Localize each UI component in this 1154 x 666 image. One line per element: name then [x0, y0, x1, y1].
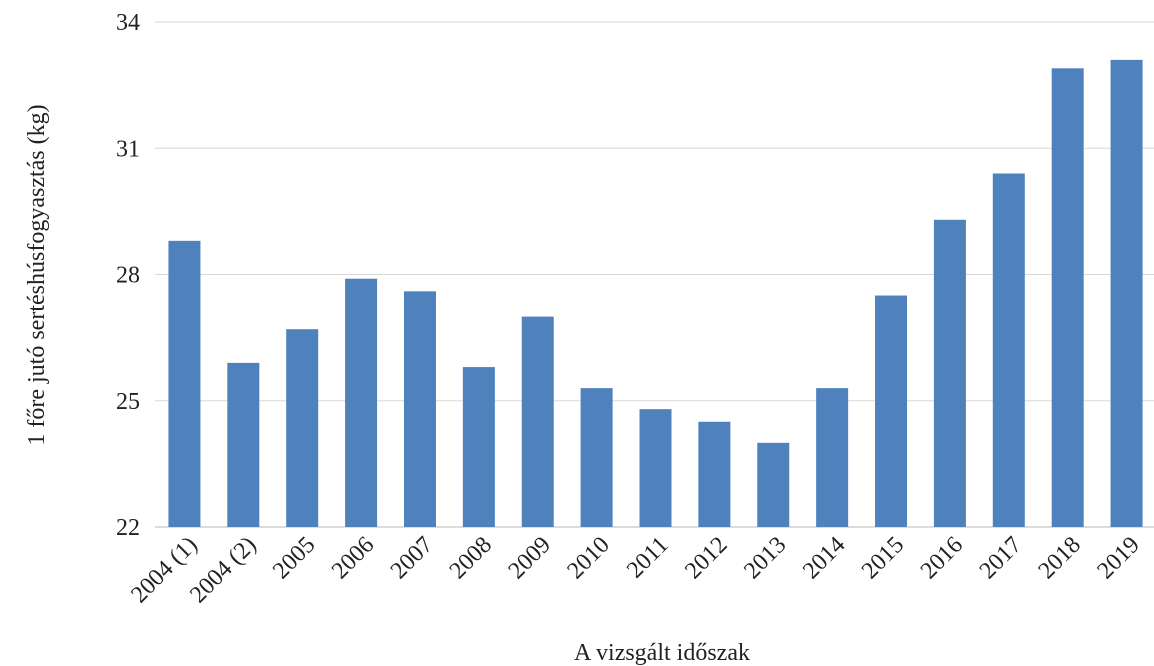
x-tick-label: 2013: [739, 532, 791, 584]
bar: [403, 291, 436, 527]
x-tick-label: 2015: [857, 532, 909, 584]
x-tick-label: 2014: [798, 532, 850, 584]
bar: [698, 421, 731, 527]
bars: [168, 59, 1143, 528]
y-tick-label: 31: [116, 136, 140, 162]
bar: [757, 442, 790, 527]
y-tick-labels: 22 25 28 31 34: [116, 10, 140, 541]
bar: [580, 388, 613, 527]
x-tick-label: 2005: [268, 532, 320, 584]
bar: [875, 295, 908, 527]
bar: [933, 219, 966, 527]
bar: [1051, 68, 1084, 528]
bar: [345, 278, 378, 527]
bar: [462, 367, 495, 527]
y-tick-label: 28: [116, 263, 140, 289]
x-tick-label: 2004 (2): [185, 532, 261, 608]
x-tick-label: 2010: [563, 532, 615, 584]
x-tick-label: 2006: [327, 532, 379, 584]
x-tick-label: 2009: [504, 532, 556, 584]
y-tick-label: 22: [116, 515, 140, 541]
x-axis-title: A vizsgált időszak: [574, 640, 750, 666]
x-tick-label: 2019: [1092, 532, 1144, 584]
bar: [521, 316, 554, 527]
y-axis-title: 1 főre jutó sertéshúsfogyasztás (kg): [24, 104, 50, 445]
bar: [286, 329, 319, 527]
bar: [992, 173, 1025, 527]
x-tick-labels: 2004 (1)2004 (2) 2005 2006 2007 2008 2009 2010…: [126, 532, 1144, 608]
bar: [168, 240, 201, 528]
y-tick-label: 25: [116, 389, 140, 415]
y-tick-label: 34: [116, 10, 140, 36]
x-tick-label: 2017: [975, 532, 1027, 584]
bar: [639, 409, 672, 527]
x-tick-label: 2007: [386, 532, 438, 584]
x-tick-label: 2012: [680, 532, 732, 584]
x-tick-label: 2008: [445, 532, 497, 584]
x-tick-label: 2016: [916, 532, 968, 584]
bar: [1110, 59, 1143, 527]
bar: [227, 362, 260, 527]
x-tick-label: 2018: [1034, 532, 1086, 584]
bar: [816, 388, 849, 527]
x-tick-label: 2011: [622, 532, 674, 584]
